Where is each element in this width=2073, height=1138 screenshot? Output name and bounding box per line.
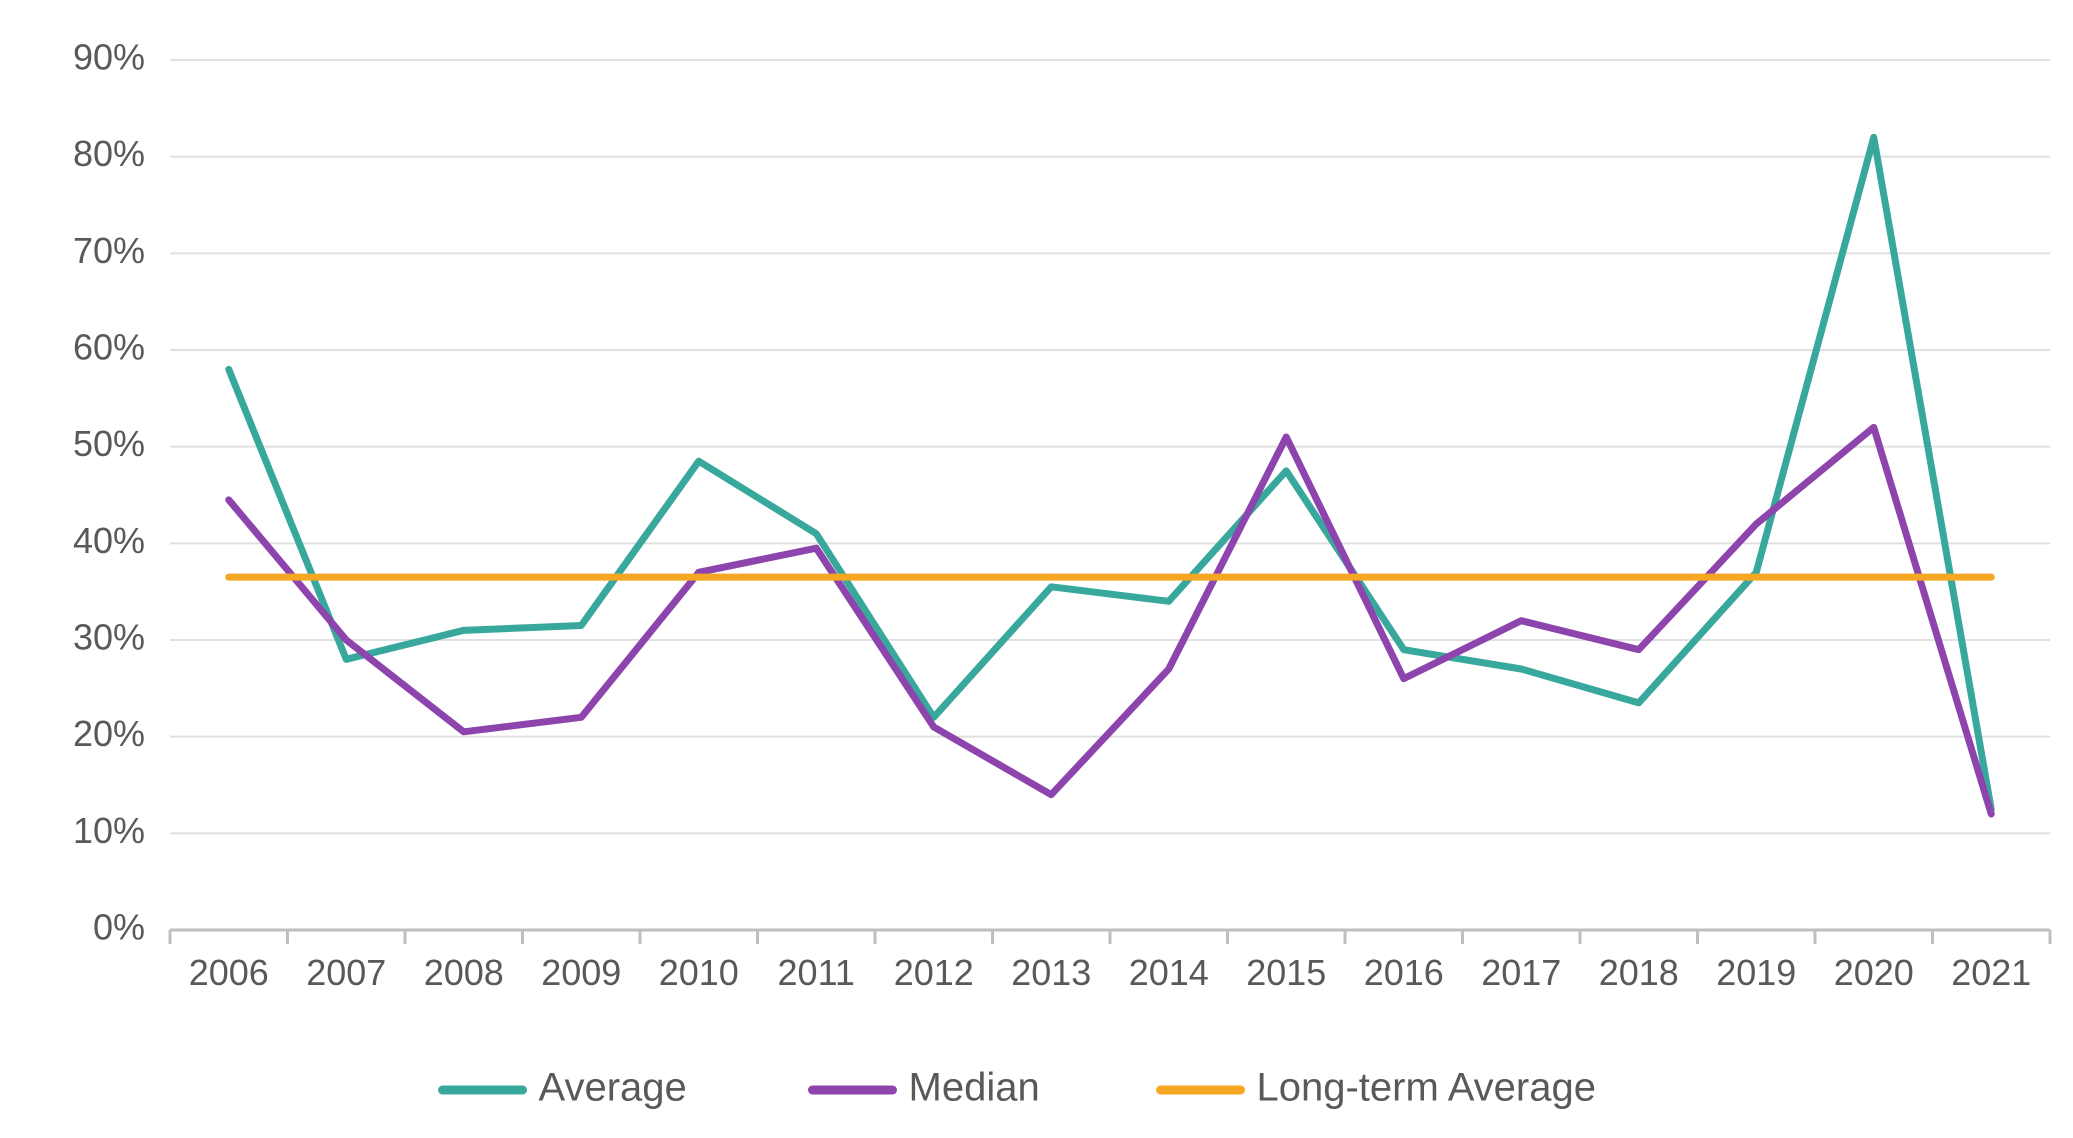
x-tick-label: 2021: [1951, 952, 2031, 993]
y-tick-label: 30%: [73, 617, 145, 658]
legend-label: Median: [909, 1066, 1040, 1110]
x-tick-label: 2016: [1364, 952, 1444, 993]
x-tick-label: 2012: [894, 952, 974, 993]
x-tick-label: 2018: [1599, 952, 1679, 993]
x-tick-label: 2020: [1834, 952, 1914, 993]
y-tick-label: 40%: [73, 520, 145, 561]
y-tick-label: 90%: [73, 37, 145, 78]
x-tick-label: 2014: [1129, 952, 1209, 993]
y-tick-label: 60%: [73, 327, 145, 368]
chart-container: 0% 10% 20% 30% 40% 50% 60% 70% 80% 90% 2006 2007 200…: [0, 0, 2073, 1138]
x-tick-label: 2008: [424, 952, 504, 993]
x-tick-label: 2013: [1011, 952, 1091, 993]
line-chart: 0% 10% 20% 30% 40% 50% 60% 70% 80% 90% 2006 2007 200…: [0, 0, 2073, 1138]
x-tick-label: 2010: [659, 952, 739, 993]
x-tick-label: 2019: [1716, 952, 1796, 993]
x-tick-label: 2007: [306, 952, 386, 993]
x-tick-label: 2015: [1246, 952, 1326, 993]
legend-label: Long-term Average: [1257, 1066, 1596, 1110]
x-tick-label: 2017: [1481, 952, 1561, 993]
y-tick-label: 10%: [73, 810, 145, 851]
y-tick-label: 50%: [73, 423, 145, 464]
y-tick-label: 80%: [73, 133, 145, 174]
x-tick-label: 2006: [189, 952, 269, 993]
y-tick-label: 20%: [73, 713, 145, 754]
x-tick-label: 2011: [778, 952, 855, 993]
legend-label: Average: [539, 1066, 687, 1110]
y-tick-label: 0%: [93, 907, 145, 948]
x-tick-label: 2009: [541, 952, 621, 993]
y-tick-label: 70%: [73, 230, 145, 271]
